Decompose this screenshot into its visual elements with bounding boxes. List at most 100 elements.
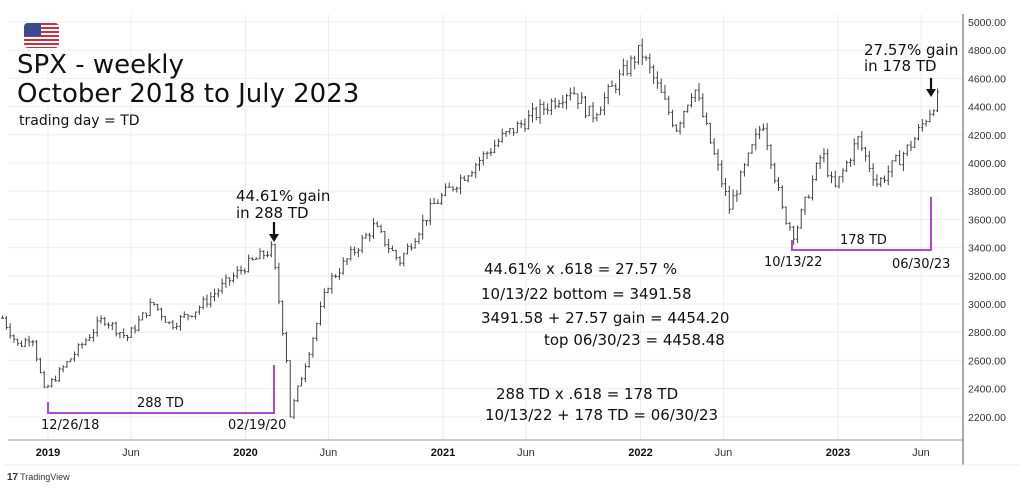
ohlc-bar bbox=[466, 174, 470, 183]
ohlc-bar bbox=[913, 136, 917, 148]
calc-line-2: 10/13/22 bottom = 3491.58 bbox=[481, 285, 692, 303]
ohlc-bar bbox=[451, 186, 455, 192]
y-tick-label: 3800.00 bbox=[968, 186, 1006, 198]
ohlc-bar bbox=[788, 221, 792, 231]
ohlc-bar bbox=[194, 311, 198, 320]
ohlc-bar bbox=[860, 131, 864, 152]
x-tick-label: Jun bbox=[912, 447, 930, 459]
ohlc-bar bbox=[500, 128, 504, 143]
ohlc-bar bbox=[383, 231, 387, 247]
ohlc-bar bbox=[425, 220, 429, 226]
ohlc-bar bbox=[190, 315, 194, 318]
ohlc-bar bbox=[894, 154, 898, 162]
ohlc-bar bbox=[886, 165, 890, 186]
ohlc-bar bbox=[12, 334, 16, 343]
ohlc-bar bbox=[746, 152, 750, 167]
ohlc-bar bbox=[474, 162, 478, 179]
ohlc-bar bbox=[326, 287, 330, 294]
ohlc-bar bbox=[175, 322, 179, 330]
calc-line-4: top 06/30/23 = 4458.48 bbox=[544, 331, 725, 349]
ohlc-bar bbox=[674, 124, 678, 133]
arrow-down-icon bbox=[926, 78, 936, 97]
ohlc-bar bbox=[428, 198, 432, 226]
ohlc-bar bbox=[898, 150, 902, 166]
ohlc-bar bbox=[583, 95, 587, 119]
ohlc-bar bbox=[565, 93, 569, 110]
ohlc-bar bbox=[375, 221, 379, 228]
y-tick-label: 5000.00 bbox=[968, 17, 1006, 29]
ohlc-bar bbox=[231, 272, 235, 283]
y-axis[interactable]: 5000.00 4800.00 4600.00 4400.00 4200.00 4000.… bbox=[968, 17, 1006, 424]
ohlc-bar bbox=[644, 55, 648, 61]
ohlc-bar bbox=[640, 38, 644, 66]
ohlc-bar bbox=[629, 55, 633, 77]
y-tick-label: 2200.00 bbox=[968, 412, 1006, 424]
ohlc-bar bbox=[262, 250, 266, 260]
ohlc-bar bbox=[769, 144, 773, 170]
ohlc-bar bbox=[924, 119, 928, 127]
ohlc-bar bbox=[814, 162, 818, 181]
ohlc-bar bbox=[224, 274, 228, 288]
bracket1-label: 288 TD bbox=[137, 396, 184, 411]
ohlc-bar bbox=[337, 268, 341, 280]
ohlc-bar bbox=[618, 69, 622, 96]
ohlc-bar bbox=[372, 218, 376, 239]
gain2-duration: in 178 TD bbox=[864, 57, 937, 75]
ohlc-bars bbox=[1, 38, 939, 420]
x-tick-label: 2019 bbox=[36, 447, 60, 459]
ohlc-bar bbox=[266, 250, 270, 258]
ohlc-bar bbox=[822, 148, 826, 163]
ohlc-bar bbox=[409, 243, 413, 251]
x-tick-label: Jun bbox=[122, 447, 140, 459]
ohlc-bar bbox=[636, 44, 640, 65]
ohlc-bar bbox=[125, 334, 129, 342]
ohlc-bar bbox=[682, 110, 686, 129]
ohlc-bar bbox=[546, 103, 550, 115]
ohlc-bar bbox=[739, 170, 743, 195]
ohlc-bar bbox=[576, 93, 580, 109]
y-tick-label: 3600.00 bbox=[968, 214, 1006, 226]
ohlc-bar bbox=[239, 265, 243, 275]
ohlc-bar bbox=[792, 225, 796, 245]
ohlc-bar bbox=[273, 243, 277, 270]
ohlc-bar bbox=[360, 234, 364, 254]
ohlc-bar bbox=[606, 84, 610, 105]
ohlc-bar bbox=[114, 321, 118, 337]
ohlc-bar bbox=[353, 246, 357, 256]
ohlc-bar bbox=[23, 337, 27, 348]
ohlc-bar bbox=[845, 160, 849, 172]
ohlc-bar bbox=[319, 301, 323, 326]
tradingview-logo-icon: 17 bbox=[7, 472, 19, 483]
x-axis[interactable]: 2019 Jun 2020 Jun 2021 Jun 2022 Jun 2023 Jun bbox=[36, 447, 930, 459]
ohlc-bar bbox=[163, 315, 167, 323]
ohlc-bar bbox=[379, 224, 383, 234]
ohlc-bar bbox=[118, 332, 122, 339]
ohlc-bar bbox=[568, 87, 572, 101]
ohlc-bar bbox=[462, 175, 466, 181]
ohlc-bar bbox=[413, 237, 417, 249]
ohlc-bar bbox=[493, 139, 497, 154]
ohlc-bar bbox=[421, 214, 425, 240]
ohlc-bar bbox=[35, 339, 39, 362]
ohlc-bar bbox=[496, 138, 500, 148]
ohlc-bar bbox=[387, 238, 391, 254]
ohlc-bar bbox=[901, 151, 905, 172]
ohlc-bar bbox=[406, 243, 410, 255]
ohlc-bar bbox=[284, 331, 288, 363]
bracket2-start-date: 10/13/22 bbox=[764, 255, 823, 270]
calc-line-5: 288 TD x .618 = 178 TD bbox=[496, 385, 679, 403]
ohlc-bar bbox=[614, 83, 618, 94]
ohlc-bar bbox=[504, 130, 508, 137]
ohlc-bar bbox=[330, 272, 334, 294]
calc-line-3: 3491.58 + 27.57 gain = 4454.20 bbox=[481, 309, 730, 327]
ohlc-bar bbox=[742, 162, 746, 177]
ohlc-bar bbox=[705, 112, 709, 126]
ohlc-bar bbox=[148, 298, 152, 317]
chart-subtitle: trading day = TD bbox=[19, 113, 140, 129]
tradingview-logo[interactable]: 17 TradingView bbox=[7, 472, 70, 483]
x-tick-label: 2021 bbox=[431, 447, 455, 459]
ohlc-bar bbox=[890, 160, 894, 178]
ohlc-bar bbox=[871, 163, 875, 186]
ohlc-bar bbox=[882, 175, 886, 184]
